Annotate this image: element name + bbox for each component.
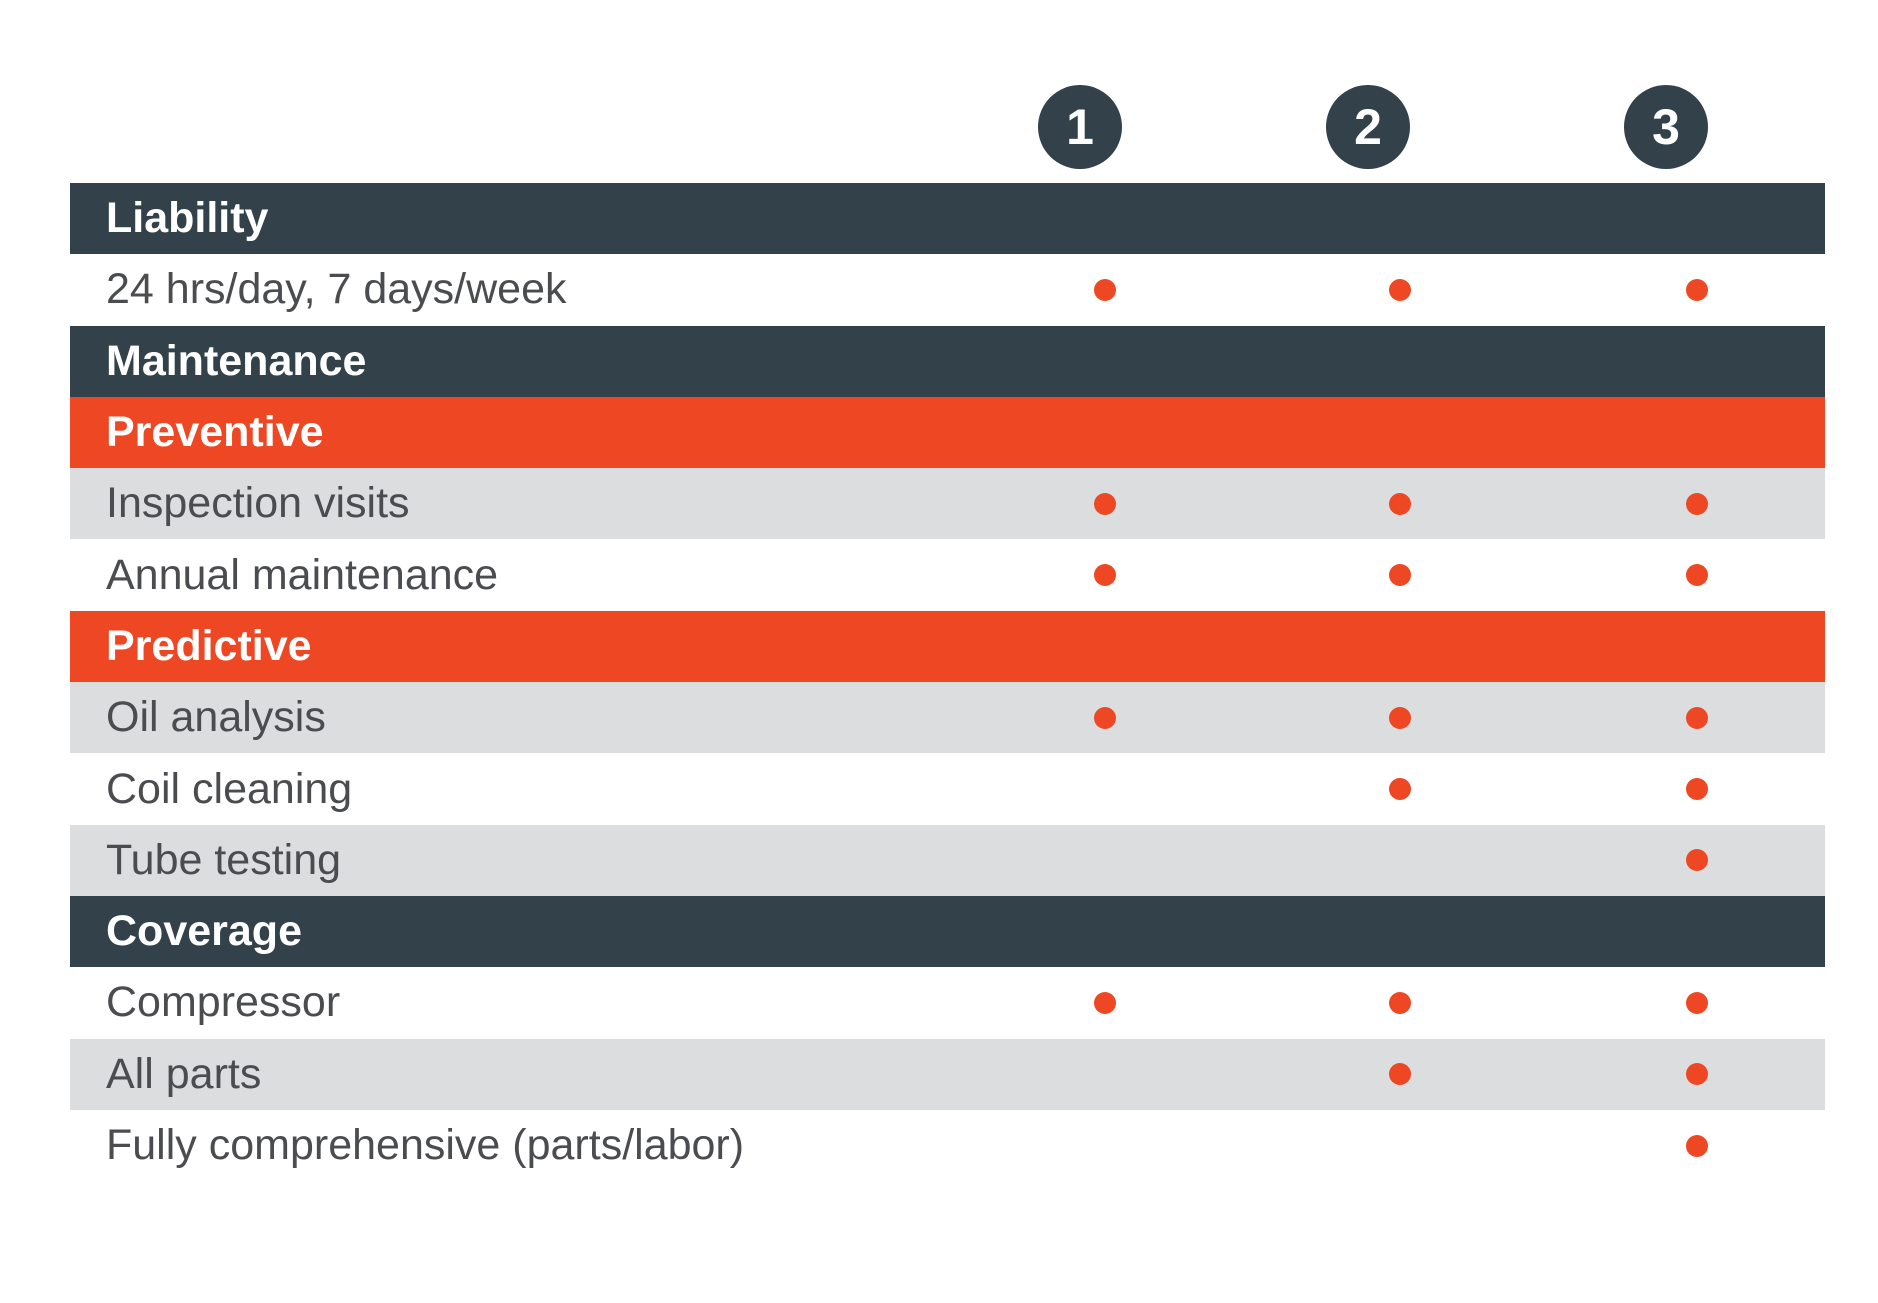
plan-3-included-cell: [1667, 1110, 1727, 1181]
plan-3-included-cell: [1667, 825, 1727, 896]
plan-3-included-cell: [1667, 254, 1727, 325]
plan-3-badge: 3: [1624, 85, 1708, 169]
included-dot-icon: [1389, 991, 1411, 1014]
plan-2-column-header: 2: [1326, 85, 1410, 169]
feature-label: Oil analysis: [106, 693, 326, 742]
feature-row-annual-maintenance: Annual maintenance: [70, 539, 1825, 611]
plan-2-included-cell: [1370, 682, 1430, 753]
plan-3-included-cell: [1667, 468, 1727, 539]
included-dot-icon: [1686, 492, 1708, 515]
included-dot-icon: [1686, 849, 1708, 872]
plan-header-row: 1 2 3: [70, 85, 1825, 169]
subsection-label: Preventive: [106, 408, 324, 457]
plan-1-badge: 1: [1038, 85, 1122, 169]
plan-1-included-cell: [1075, 254, 1135, 325]
included-dot-icon: [1389, 492, 1411, 515]
plan-2-included-cell: [1370, 967, 1430, 1038]
feature-row-tube-testing: Tube testing: [70, 824, 1825, 896]
plan-2-included-cell: [1370, 539, 1430, 610]
plan-1-included-cell: [1075, 539, 1135, 610]
feature-row-fully-comprehensive-parts-labor: Fully comprehensive (parts/labor): [70, 1109, 1825, 1182]
feature-label: Fully comprehensive (parts/labor): [106, 1121, 745, 1169]
feature-row-24-hrs-day-7-days-week: 24 hrs/day, 7 days/week: [70, 254, 1825, 326]
plan-2-included-cell: [1370, 254, 1430, 325]
feature-label: Annual maintenance: [106, 550, 499, 599]
plan-1-included-cell: [1075, 468, 1135, 539]
feature-row-coil-cleaning: Coil cleaning: [70, 753, 1825, 825]
plan-3-included-cell: [1667, 539, 1727, 610]
plan-2-included-cell: [1370, 753, 1430, 824]
plan-3-column-header: 3: [1624, 85, 1708, 169]
plan-2-included-cell: [1370, 468, 1430, 539]
feature-row-compressor: Compressor: [70, 967, 1825, 1039]
subsection-label: Predictive: [106, 621, 312, 670]
plan-3-included-cell: [1667, 967, 1727, 1038]
included-dot-icon: [1094, 564, 1116, 587]
section-label: Liability: [106, 194, 269, 243]
section-header-liability: Liability: [70, 183, 1825, 255]
included-dot-icon: [1094, 706, 1116, 729]
plan-1-included-cell: [1075, 967, 1135, 1038]
included-dot-icon: [1389, 278, 1411, 301]
included-dot-icon: [1389, 1063, 1411, 1086]
included-dot-icon: [1686, 991, 1708, 1014]
plan-3-included-cell: [1667, 753, 1727, 824]
included-dot-icon: [1389, 564, 1411, 587]
feature-label: 24 hrs/day, 7 days/week: [106, 265, 567, 314]
feature-label: Tube testing: [106, 835, 342, 884]
plan-2-included-cell: [1370, 1039, 1430, 1110]
feature-label: Inspection visits: [106, 479, 410, 528]
included-dot-icon: [1686, 1134, 1708, 1157]
plan-2-badge: 2: [1326, 85, 1410, 169]
subsection-header-predictive: Predictive: [70, 610, 1825, 683]
plan-3-included-cell: [1667, 682, 1727, 753]
included-dot-icon: [1686, 778, 1708, 801]
included-dot-icon: [1389, 778, 1411, 801]
included-dot-icon: [1686, 564, 1708, 587]
subsection-header-preventive: Preventive: [70, 396, 1825, 469]
plan-1-column-header: 1: [1038, 85, 1122, 169]
feature-label: Coil cleaning: [106, 764, 353, 813]
section-label: Maintenance: [106, 336, 367, 385]
feature-row-oil-analysis: Oil analysis: [70, 682, 1825, 754]
feature-row-all-parts: All parts: [70, 1038, 1825, 1110]
feature-label: All parts: [106, 1049, 262, 1098]
plan-3-included-cell: [1667, 1039, 1727, 1110]
section-header-maintenance: Maintenance: [70, 325, 1825, 397]
plan-comparison-table: Liability 24 hrs/day, 7 days/week Maintena…: [70, 183, 1825, 1182]
feature-label: Compressor: [106, 978, 341, 1027]
feature-row-inspection-visits: Inspection visits: [70, 468, 1825, 540]
included-dot-icon: [1094, 492, 1116, 515]
included-dot-icon: [1389, 706, 1411, 729]
included-dot-icon: [1686, 278, 1708, 301]
plan-1-included-cell: [1075, 682, 1135, 753]
section-label: Coverage: [106, 907, 302, 956]
included-dot-icon: [1094, 991, 1116, 1014]
included-dot-icon: [1094, 278, 1116, 301]
included-dot-icon: [1686, 1063, 1708, 1086]
included-dot-icon: [1686, 706, 1708, 729]
section-header-coverage: Coverage: [70, 895, 1825, 968]
